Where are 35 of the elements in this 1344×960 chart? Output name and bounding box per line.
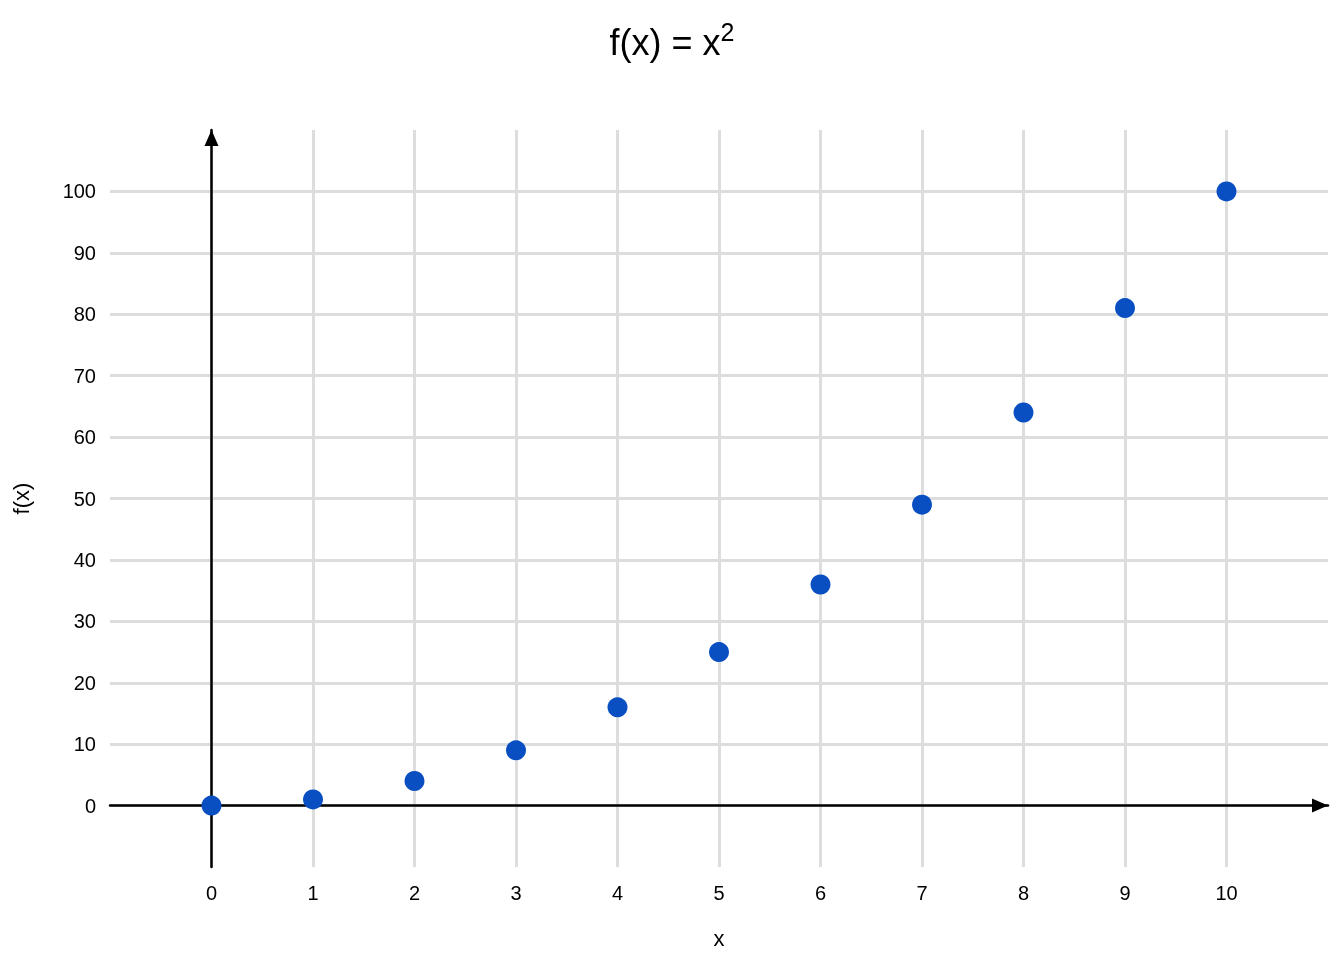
y-tick-label: 80 [73,303,96,326]
y-tick-label: 70 [73,364,96,387]
point [201,795,222,816]
x-tick-label: 5 [713,882,725,904]
x-tick-label: 4 [611,882,624,904]
x-tick-label: 3 [510,882,522,904]
y-tick-label: 40 [73,548,96,571]
x-tick-label: 10 [1215,882,1238,904]
x-tick-label: 6 [814,882,827,904]
point [607,697,628,718]
point [303,789,323,810]
x-tick-label: 2 [408,882,421,904]
y-axis-title: f(x) [8,482,34,515]
point [506,740,526,761]
y-tick-label: 50 [73,487,96,510]
point [1013,402,1034,423]
x-tick-label: 8 [1017,882,1030,904]
point [1216,181,1237,202]
y-tick-label: 30 [73,610,96,633]
point [1115,298,1135,319]
y-tick-label: 20 [73,671,96,694]
x-tick-label: 1 [307,882,319,904]
y-tick-label: 100 [62,180,96,203]
point [404,771,425,792]
x-tick-label: 7 [916,882,928,904]
point [810,574,831,595]
y-tick-label: 60 [73,426,96,449]
x-tick-label: 9 [1119,882,1131,904]
y-tick-label: 10 [73,733,96,756]
x-tick-label: 0 [205,882,218,904]
y-tick-label: 90 [73,241,96,264]
y-tick-label: 0 [84,794,96,817]
x-axis-title: x [713,925,725,951]
point [709,642,729,663]
point [912,494,932,515]
